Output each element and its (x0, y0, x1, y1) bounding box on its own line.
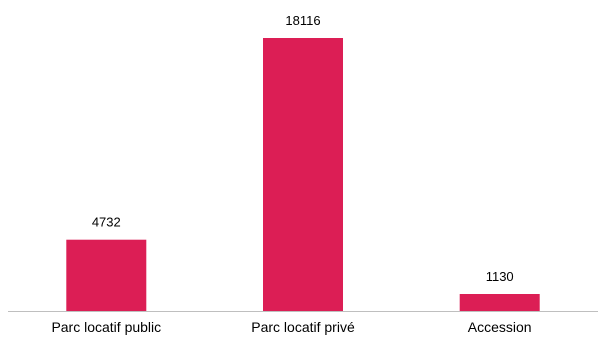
category-label-0: Parc locatif public (51, 319, 161, 335)
data-labels-layer: 4732 18116 1130 (92, 13, 514, 284)
bar-2 (459, 294, 540, 311)
data-label-2: 1130 (486, 269, 514, 284)
category-labels-layer: Parc locatif public Parc locatif privé Acc… (51, 319, 531, 335)
bar-1 (263, 38, 343, 311)
bars-layer (66, 38, 540, 311)
category-label-2: Accession (468, 319, 532, 335)
category-label-1: Parc locatif privé (251, 319, 355, 335)
data-label-0: 4732 (92, 215, 121, 230)
bar-0 (66, 239, 147, 311)
data-label-1: 18116 (285, 13, 320, 28)
